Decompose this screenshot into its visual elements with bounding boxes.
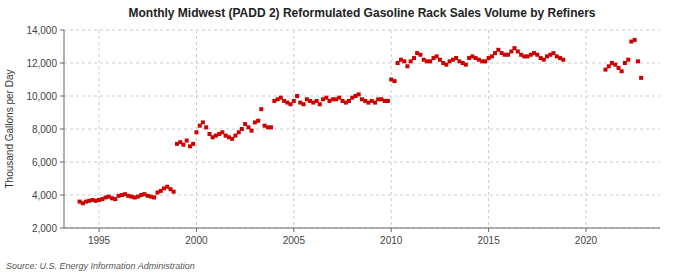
grid-line bbox=[391, 30, 392, 228]
grid-line bbox=[64, 129, 660, 130]
point bbox=[412, 56, 416, 60]
grid-line bbox=[64, 228, 660, 229]
grid-line bbox=[64, 63, 660, 64]
chart: Monthly Midwest (PADD 2) Reformulated Ga… bbox=[0, 0, 675, 275]
point bbox=[191, 142, 195, 146]
tick bbox=[99, 228, 100, 232]
axes: 2,000 4,000 6,000 8,000 10,000 12,000 14,000 19… bbox=[26, 25, 660, 247]
tick-label: 2010 bbox=[380, 235, 403, 246]
tick bbox=[60, 228, 64, 229]
tick-label: 1995 bbox=[88, 235, 111, 246]
point bbox=[172, 190, 176, 194]
tick-label: 2,000 bbox=[32, 223, 57, 234]
point bbox=[181, 143, 185, 147]
point bbox=[620, 69, 624, 73]
point bbox=[561, 58, 565, 62]
point bbox=[259, 107, 263, 111]
tick bbox=[391, 228, 392, 232]
point bbox=[152, 195, 156, 199]
point bbox=[405, 64, 409, 68]
grid-line bbox=[64, 96, 660, 97]
point bbox=[204, 125, 208, 129]
point bbox=[194, 130, 198, 134]
point bbox=[201, 120, 205, 124]
grid-line bbox=[196, 30, 197, 228]
grid-line bbox=[293, 30, 294, 228]
point bbox=[464, 63, 468, 67]
point bbox=[639, 76, 643, 80]
tick bbox=[60, 195, 64, 196]
tick-label: 2005 bbox=[283, 235, 306, 246]
point bbox=[636, 59, 640, 63]
tick-label: 12,000 bbox=[26, 58, 57, 69]
points bbox=[78, 38, 644, 205]
tick bbox=[60, 162, 64, 163]
point bbox=[386, 99, 390, 103]
point bbox=[295, 94, 299, 98]
grid bbox=[64, 30, 660, 228]
tick-label: 4,000 bbox=[32, 190, 57, 201]
tick bbox=[488, 228, 489, 232]
tick-label: 10,000 bbox=[26, 91, 57, 102]
tick bbox=[60, 96, 64, 97]
axis-label: Thousand Gallons per Day bbox=[4, 70, 15, 189]
point bbox=[302, 102, 306, 106]
tick bbox=[293, 228, 294, 232]
point bbox=[633, 38, 637, 42]
point bbox=[318, 102, 322, 106]
point bbox=[269, 125, 273, 129]
title: Monthly Midwest (PADD 2) Reformulated Ga… bbox=[129, 6, 596, 20]
point bbox=[292, 99, 296, 103]
tick bbox=[60, 129, 64, 130]
tick-label: 2015 bbox=[477, 235, 500, 246]
tick-label: 2000 bbox=[185, 235, 208, 246]
tick bbox=[60, 30, 64, 31]
point bbox=[240, 127, 244, 131]
point bbox=[393, 79, 397, 83]
source: Source: U.S. Energy Information Administ… bbox=[6, 261, 195, 271]
point bbox=[185, 139, 189, 143]
grid-line bbox=[585, 30, 586, 228]
x-axis-line bbox=[64, 228, 660, 229]
point bbox=[250, 129, 254, 133]
tick-label: 8,000 bbox=[32, 124, 57, 135]
point bbox=[626, 58, 630, 62]
grid-line bbox=[64, 195, 660, 196]
grid-line bbox=[64, 162, 660, 163]
tick-label: 14,000 bbox=[26, 25, 57, 36]
tick bbox=[60, 63, 64, 64]
point bbox=[418, 53, 422, 57]
point bbox=[402, 59, 406, 63]
tick-label: 2020 bbox=[575, 235, 598, 246]
grid-line bbox=[64, 30, 660, 31]
point bbox=[256, 119, 260, 123]
tick bbox=[196, 228, 197, 232]
point bbox=[357, 92, 361, 96]
tick-label: 6,000 bbox=[32, 157, 57, 168]
tick bbox=[585, 228, 586, 232]
y-axis-line bbox=[64, 30, 65, 228]
